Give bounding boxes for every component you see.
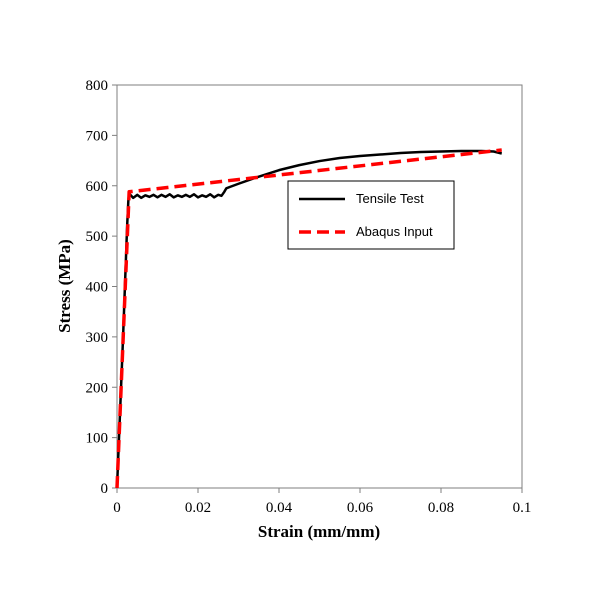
legend-label-abaqus-input: Abaqus Input bbox=[356, 224, 433, 239]
y-tick-label: 300 bbox=[86, 330, 109, 346]
x-tick-label: 0 bbox=[113, 500, 121, 516]
y-tick-label: 200 bbox=[86, 380, 109, 396]
x-tick-label: 0.1 bbox=[513, 500, 532, 516]
x-tick-label: 0.06 bbox=[347, 500, 374, 516]
series-line-tensile-test bbox=[115, 149, 503, 489]
x-tick-label: 0.04 bbox=[266, 500, 293, 516]
plot-area bbox=[116, 84, 523, 489]
legend-box bbox=[287, 180, 455, 250]
x-axis-ticks: 0 0.02 0.04 0.06 0.08 0.1 bbox=[113, 488, 531, 516]
y-tick-label: 0 bbox=[101, 481, 109, 497]
series-line-abaqus-input bbox=[115, 148, 502, 489]
y-tick-label: 500 bbox=[86, 229, 109, 245]
y-axis-title: Stress (MPa) bbox=[55, 239, 74, 333]
y-axis-ticks: 0 100 200 300 400 500 600 700 800 bbox=[86, 78, 117, 497]
series-layer bbox=[115, 148, 503, 489]
y-tick-label: 800 bbox=[86, 78, 109, 94]
x-tick-label: 0.08 bbox=[428, 500, 454, 516]
x-axis-title: Strain (mm/mm) bbox=[258, 522, 380, 541]
y-tick-label: 100 bbox=[86, 431, 109, 447]
legend: Tensile Test Abaqus Input bbox=[287, 180, 455, 250]
y-tick-label: 600 bbox=[86, 179, 109, 195]
legend-label-tensile-test: Tensile Test bbox=[356, 191, 424, 206]
x-tick-label: 0.02 bbox=[185, 500, 211, 516]
y-tick-label: 700 bbox=[86, 128, 109, 144]
y-tick-label: 400 bbox=[86, 280, 109, 296]
